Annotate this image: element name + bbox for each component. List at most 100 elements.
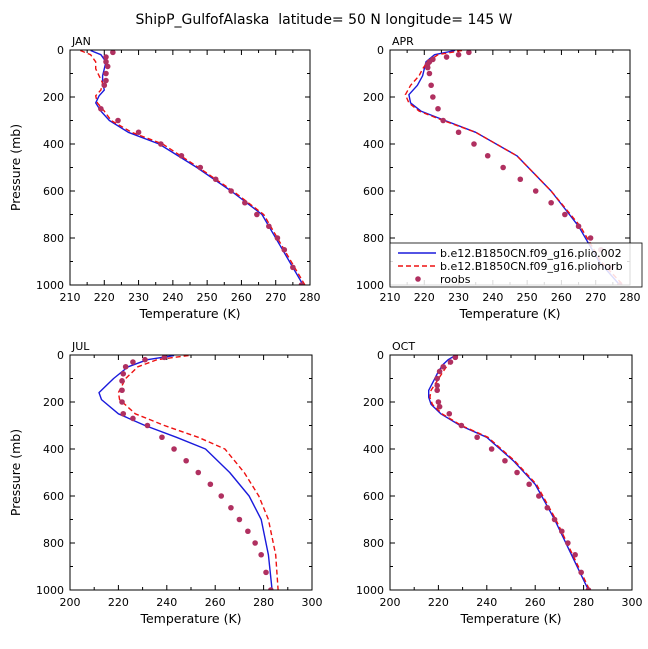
roobs-point bbox=[430, 94, 436, 100]
series-line-pliohorb bbox=[117, 355, 279, 590]
roobs-point bbox=[254, 211, 260, 218]
y-tick-label: 800 bbox=[43, 537, 64, 550]
roobs-point bbox=[436, 368, 443, 375]
roobs-point bbox=[458, 422, 465, 429]
x-tick-label: 250 bbox=[517, 291, 538, 304]
x-tick-label: 280 bbox=[300, 291, 321, 304]
roobs-point bbox=[575, 223, 582, 230]
roobs-point bbox=[536, 493, 542, 499]
legend-label: b.e12.B1850CN.f09_g16.pliohorb bbox=[440, 260, 623, 273]
roobs-point bbox=[98, 105, 104, 112]
y-tick-label: 0 bbox=[377, 349, 384, 362]
x-tick-label: 260 bbox=[205, 596, 226, 609]
roobs-point bbox=[144, 422, 151, 429]
x-tick-label: 230 bbox=[128, 291, 149, 304]
y-tick-label: 400 bbox=[43, 138, 64, 151]
roobs-point bbox=[562, 211, 568, 218]
x-tick-label: 240 bbox=[482, 291, 503, 304]
roobs-point bbox=[532, 188, 539, 194]
roobs-point bbox=[488, 446, 495, 452]
y-axis-label: Pressure (mb) bbox=[8, 429, 23, 516]
panel-label: APR bbox=[392, 35, 414, 48]
roobs-point bbox=[103, 54, 109, 60]
roobs-point bbox=[207, 481, 214, 488]
roobs-point bbox=[440, 363, 447, 370]
x-tick-label: 260 bbox=[231, 291, 252, 304]
roobs-point bbox=[119, 399, 125, 405]
x-tick-label: 270 bbox=[585, 291, 606, 304]
plot-area bbox=[80, 50, 306, 285]
y-tick-label: 1000 bbox=[36, 279, 64, 292]
roobs-point bbox=[236, 516, 243, 523]
plot-frame bbox=[389, 354, 633, 591]
panel-oct: OCT 200 220 240 260 280 300 0 200 400 600 800 1000 Te… bbox=[356, 340, 643, 626]
roobs-point bbox=[104, 63, 111, 70]
roobs-point bbox=[435, 105, 441, 112]
y-tick-label: 600 bbox=[363, 185, 384, 198]
roobs-point bbox=[142, 356, 148, 363]
roobs-point bbox=[587, 235, 594, 241]
legend-label: b.e12.B1850CN.f09_g16.plio.002 bbox=[440, 247, 622, 260]
x-tick-label: 300 bbox=[622, 596, 643, 609]
roobs-point bbox=[135, 129, 142, 136]
roobs-point bbox=[455, 129, 462, 136]
x-tick-label: 220 bbox=[414, 291, 435, 304]
roobs-point bbox=[103, 77, 109, 84]
x-tick-label: 280 bbox=[620, 291, 641, 304]
roobs-point bbox=[119, 378, 125, 384]
x-tick-label: 240 bbox=[156, 596, 177, 609]
y-tick-label: 200 bbox=[43, 91, 64, 104]
roobs-point bbox=[428, 82, 434, 89]
roobs-point bbox=[517, 176, 524, 183]
x-tick-label: 220 bbox=[94, 291, 115, 304]
roobs-point bbox=[551, 516, 558, 523]
roobs-point bbox=[559, 528, 565, 535]
roobs-point bbox=[526, 481, 532, 488]
panel-label: JAN bbox=[71, 35, 91, 48]
x-axis-label: Temperature (K) bbox=[138, 306, 240, 321]
roobs-point bbox=[197, 164, 204, 171]
roobs-point bbox=[212, 176, 219, 183]
plot-frame bbox=[69, 49, 311, 286]
y-tick-label: 0 bbox=[57, 44, 64, 57]
y-tick-label: 400 bbox=[43, 443, 64, 456]
roobs-point bbox=[502, 457, 508, 464]
roobs-point bbox=[440, 117, 446, 124]
roobs-point bbox=[252, 540, 258, 546]
roobs-point bbox=[101, 82, 108, 89]
roobs-point bbox=[455, 51, 462, 58]
roobs-point bbox=[290, 264, 296, 271]
panel-jul: JUL 200 220 240 260 280 300 0 200 400 600 800 1000 Te… bbox=[8, 340, 323, 626]
roobs-point bbox=[242, 199, 248, 206]
y-tick-label: 1000 bbox=[356, 584, 384, 597]
figure-title: ShipP_GulfofAlaska latitude= 50 N longit… bbox=[136, 12, 513, 28]
roobs-point bbox=[544, 504, 551, 511]
y-tick-label: 600 bbox=[43, 490, 64, 503]
roobs-point bbox=[443, 54, 450, 60]
plot-area bbox=[98, 355, 279, 590]
y-tick-label: 0 bbox=[57, 349, 64, 362]
y-tick-label: 200 bbox=[43, 396, 64, 409]
roobs-point bbox=[122, 363, 129, 370]
roobs-point bbox=[161, 355, 168, 361]
x-tick-label: 220 bbox=[108, 596, 129, 609]
roobs-point bbox=[245, 528, 251, 535]
y-tick-label: 800 bbox=[363, 537, 384, 550]
legend-box bbox=[389, 242, 643, 288]
roobs-point bbox=[434, 387, 440, 394]
roobs-point bbox=[115, 117, 121, 124]
x-tick-label: 230 bbox=[448, 291, 469, 304]
roobs-point bbox=[266, 223, 272, 230]
series-line-plio-002 bbox=[428, 355, 590, 590]
series-line-pliohorb bbox=[429, 355, 591, 590]
roobs-point bbox=[103, 70, 109, 77]
roobs-point bbox=[298, 282, 305, 285]
series-line-pliohorb bbox=[404, 50, 624, 285]
roobs-point bbox=[120, 410, 127, 417]
x-tick-label: 260 bbox=[551, 291, 572, 304]
x-tick-label: 300 bbox=[302, 596, 323, 609]
x-tick-label: 270 bbox=[265, 291, 286, 304]
panel-label: JUL bbox=[71, 340, 90, 353]
roobs-point bbox=[195, 469, 202, 476]
roobs-point bbox=[120, 371, 127, 377]
